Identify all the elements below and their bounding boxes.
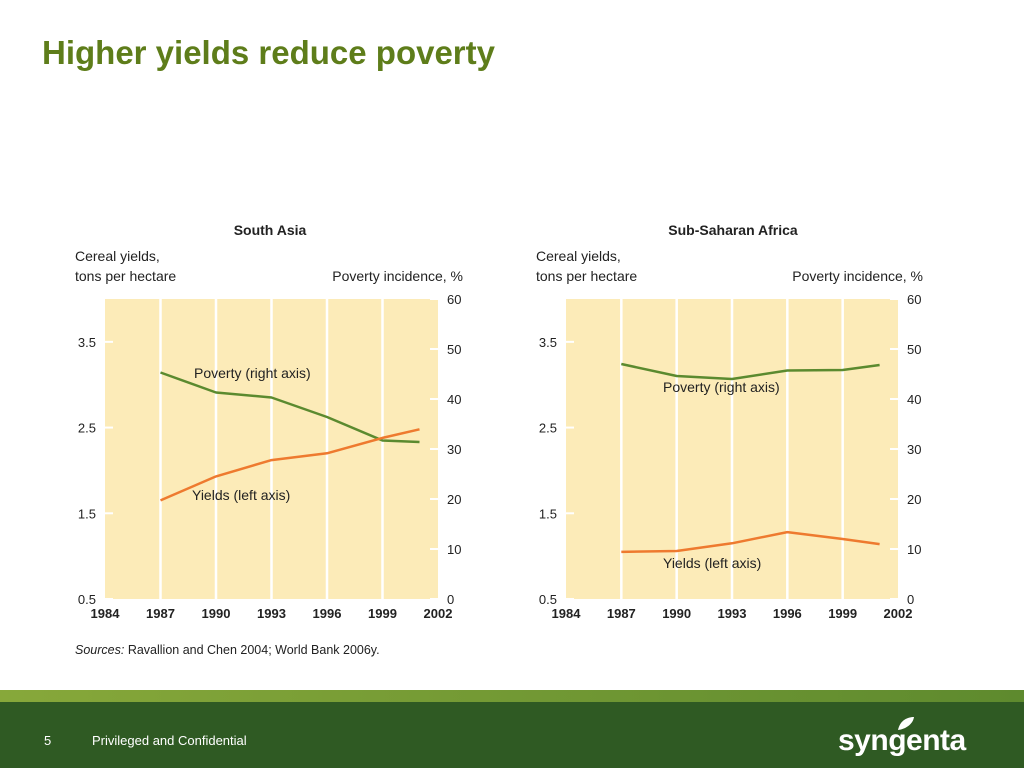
right-tick-label: 60 — [907, 292, 921, 307]
footer-confidential: Privileged and Confidential — [92, 733, 247, 748]
left-tick-label: 0.5 — [539, 592, 557, 607]
x-tick-label: 1990 — [662, 606, 691, 621]
right-tick-label: 20 — [907, 492, 921, 507]
syngenta-logo: syngenta — [838, 716, 978, 760]
right-tick-label: 10 — [907, 542, 921, 557]
right-tick-label: 0 — [447, 592, 454, 607]
left-tick-label: 1.5 — [78, 506, 96, 521]
left-axis-label-line1: Cereal yields, — [536, 248, 621, 264]
left-axis-label-line2: tons per hectare — [75, 268, 176, 284]
poverty-line — [621, 362, 880, 381]
poverty-series-label: Poverty (right axis) — [194, 365, 311, 381]
footer-accent-strip — [0, 690, 1024, 702]
right-tick-label: 40 — [907, 392, 921, 407]
brand-name: syngenta — [838, 724, 966, 757]
right-tick-label: 0 — [907, 592, 914, 607]
x-tick-label: 2002 — [424, 606, 453, 621]
right-axis-label: Poverty incidence, % — [792, 268, 923, 284]
right-tick-label: 10 — [447, 542, 461, 557]
right-axis-label: Poverty incidence, % — [332, 268, 463, 284]
slide-number: 5 — [44, 733, 52, 748]
x-tick-label: 1984 — [552, 606, 582, 621]
x-tick-label: 1987 — [146, 606, 175, 621]
source-note-text: Ravallion and Chen 2004; World Bank 2006… — [124, 643, 379, 657]
x-tick-label: 2002 — [884, 606, 913, 621]
x-tick-label: 1993 — [257, 606, 286, 621]
right-tick-label: 40 — [447, 392, 461, 407]
left-tick-label: 1.5 — [539, 506, 557, 521]
chart-title: Sub-Saharan Africa — [668, 222, 798, 238]
x-tick-label: 1984 — [91, 606, 121, 621]
x-tick-label: 1990 — [202, 606, 231, 621]
source-note-prefix: Sources: — [75, 643, 124, 657]
right-tick-label: 30 — [447, 442, 461, 457]
x-tick-label: 1996 — [773, 606, 802, 621]
right-tick-label: 50 — [447, 342, 461, 357]
right-tick-label: 20 — [447, 492, 461, 507]
charts-svg: 1984 1987 1990 1993 1996 1999 2002 0.5 1.5 2.5 3.5… — [75, 222, 923, 657]
left-tick-label: 2.5 — [539, 421, 557, 436]
left-tick-label: 2.5 — [78, 421, 96, 436]
right-tick-label: 50 — [907, 342, 921, 357]
chart-sub-saharan-africa: 1984 1987 1990 1993 1996 1999 2002 0.5 1.5 2.5 3.5… — [536, 222, 923, 621]
poverty-line — [160, 371, 420, 444]
yields-line — [621, 530, 880, 554]
slide-title: Higher yields reduce poverty — [42, 34, 495, 71]
left-axis-label-line1: Cereal yields, — [75, 248, 160, 264]
left-tick-label: 0.5 — [78, 592, 96, 607]
yields-series-label: Yields (left axis) — [663, 555, 761, 571]
left-tick-label: 3.5 — [539, 335, 557, 350]
footer-band — [0, 690, 1024, 768]
right-tick-label: 30 — [907, 442, 921, 457]
poverty-series-label: Poverty (right axis) — [663, 379, 780, 395]
chart-title: South Asia — [234, 222, 307, 238]
left-tick-label: 3.5 — [78, 335, 96, 350]
right-tick-label: 60 — [447, 292, 461, 307]
source-note: Sources: Ravallion and Chen 2004; World … — [75, 643, 380, 657]
x-tick-label: 1987 — [607, 606, 636, 621]
left-axis-label-line2: tons per hectare — [536, 268, 637, 284]
x-tick-label: 1993 — [718, 606, 747, 621]
x-tick-label: 1996 — [313, 606, 342, 621]
leaf-icon — [898, 717, 914, 730]
x-tick-label: 1999 — [368, 606, 397, 621]
yields-series-label: Yields (left axis) — [192, 487, 290, 503]
chart-south-asia: 1984 1987 1990 1993 1996 1999 2002 0.5 1.5 2.5 3.5… — [75, 222, 463, 621]
x-tick-label: 1999 — [828, 606, 857, 621]
yields-line — [160, 428, 420, 502]
